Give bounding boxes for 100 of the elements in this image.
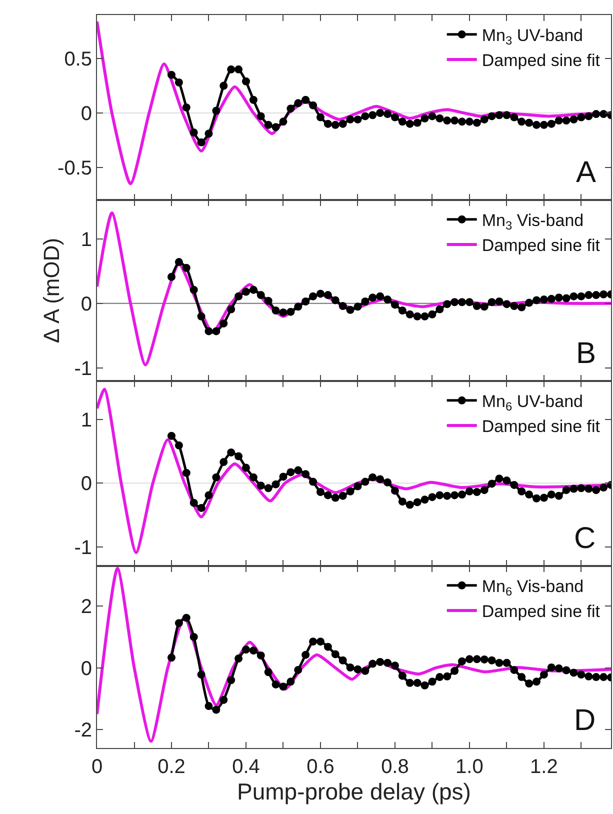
point	[167, 70, 176, 79]
point	[242, 288, 250, 296]
point	[450, 666, 459, 675]
point	[495, 474, 504, 483]
point	[540, 494, 548, 502]
point	[488, 298, 496, 306]
point	[547, 490, 556, 499]
point	[338, 120, 347, 128]
point	[279, 472, 288, 481]
point	[174, 78, 183, 86]
point	[242, 646, 250, 654]
line-series	[97, 20, 611, 186]
point	[376, 475, 384, 484]
point	[174, 441, 183, 450]
point	[436, 491, 444, 500]
point	[443, 300, 452, 308]
point	[302, 470, 310, 478]
point	[532, 120, 541, 129]
point	[458, 490, 466, 499]
point	[413, 678, 422, 687]
point	[234, 65, 243, 74]
x-tick-label: 1.2	[530, 756, 558, 778]
point	[428, 310, 436, 318]
legend-label: Damped sine fit	[482, 236, 600, 256]
point	[220, 82, 228, 90]
point	[346, 487, 354, 496]
point	[182, 264, 190, 272]
point	[346, 306, 354, 314]
point	[384, 658, 392, 667]
point	[212, 706, 220, 714]
point	[302, 650, 310, 659]
point	[264, 120, 272, 129]
point	[518, 673, 526, 682]
point	[316, 488, 324, 496]
point	[458, 657, 466, 666]
legend-label: Damped sine fit	[482, 417, 600, 436]
y-tick-label: 0	[80, 658, 92, 680]
point	[174, 258, 183, 266]
y-tick-label: 0	[80, 293, 92, 316]
annotation: A	[576, 156, 596, 189]
point	[577, 292, 586, 300]
point	[264, 484, 272, 492]
point	[368, 660, 377, 668]
point	[390, 300, 399, 309]
point	[354, 482, 362, 490]
point	[518, 487, 526, 496]
point	[376, 108, 384, 117]
point	[204, 491, 213, 500]
point	[361, 112, 370, 120]
point	[234, 654, 243, 663]
point	[190, 128, 198, 137]
point	[562, 294, 570, 302]
point	[190, 498, 198, 507]
point	[532, 494, 541, 502]
point	[458, 298, 466, 306]
point	[368, 473, 377, 482]
point	[384, 110, 392, 118]
y-axis-title: Δ A (mOD)	[39, 238, 64, 344]
point	[532, 296, 541, 304]
point	[443, 672, 452, 680]
y-tick-label: -0.5	[58, 157, 92, 180]
point	[354, 665, 362, 674]
point	[577, 484, 586, 492]
point	[182, 614, 190, 622]
point	[592, 486, 600, 494]
point	[204, 130, 213, 138]
point	[554, 294, 563, 302]
point	[256, 112, 265, 120]
point	[502, 476, 511, 485]
point	[518, 118, 526, 126]
point	[376, 292, 384, 300]
point	[570, 668, 578, 677]
point	[190, 286, 198, 294]
y-tick-label: -1	[74, 358, 92, 380]
point	[488, 480, 496, 488]
point	[220, 458, 228, 466]
x-tick-label: 1.0	[456, 756, 484, 778]
point	[472, 302, 481, 310]
point	[294, 666, 302, 674]
point	[428, 112, 436, 120]
point	[167, 654, 176, 662]
point	[413, 118, 422, 127]
point	[264, 296, 272, 305]
point	[465, 298, 474, 306]
y-tick-label: -1	[74, 536, 92, 559]
point	[197, 312, 206, 320]
point	[413, 498, 422, 506]
point	[570, 292, 578, 300]
y-tick-label: 2	[80, 596, 92, 618]
legend-label: Mn$_{6}$ UV-band	[482, 392, 583, 414]
point	[390, 662, 399, 670]
point	[562, 486, 570, 494]
point	[584, 672, 593, 680]
point	[525, 118, 534, 127]
point	[510, 480, 518, 489]
y-tick-label: -2	[74, 719, 92, 742]
point	[420, 312, 429, 320]
point	[428, 493, 436, 502]
point	[309, 638, 318, 646]
point	[376, 658, 384, 666]
